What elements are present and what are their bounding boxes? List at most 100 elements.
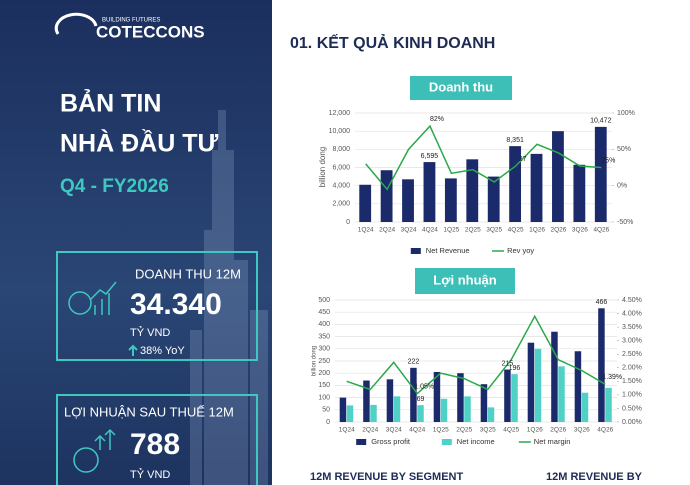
- y-tick-label: 350: [318, 333, 330, 340]
- skyline: [190, 110, 268, 485]
- axis-label: billion dong: [318, 147, 327, 187]
- y-tick-label: 0: [346, 219, 350, 226]
- bar: [527, 342, 535, 422]
- bar: [487, 407, 495, 422]
- chart-title-pill: [410, 76, 512, 100]
- logo: COTECCONS: [96, 22, 205, 41]
- period: Q4 - FY2026: [60, 176, 169, 197]
- x-tick-label: 1Q24: [339, 427, 355, 434]
- data-label: 10,472: [590, 118, 612, 125]
- up-arrow: [128, 344, 138, 356]
- kpi-label: LỢI NHUẬN SAU THUẾ 12M: [64, 404, 234, 419]
- x-tick-label: 2Q25: [465, 227, 481, 234]
- bar: [423, 162, 436, 222]
- x-tick-label: 2Q26: [551, 227, 567, 234]
- x-tick-label: 1Q26: [527, 427, 543, 434]
- kpi-label: DOANH THU 12M: [135, 266, 241, 281]
- data-label: 222: [408, 359, 420, 366]
- chart-title-pill: [415, 268, 515, 294]
- x-tick-label: 1Q26: [529, 227, 545, 234]
- data-label: 215: [502, 360, 514, 367]
- y2-tick-label: 2.50%: [622, 351, 642, 358]
- y-tick-label: 300: [318, 346, 330, 353]
- legend-label: Net Revenue: [426, 246, 470, 255]
- bar: [433, 371, 441, 422]
- y-tick-label: 400: [318, 321, 330, 328]
- title-line: NHÀ ĐẦU TƯ: [60, 129, 218, 158]
- bar: [346, 405, 354, 422]
- x-tick-label: 3Q25: [480, 427, 496, 434]
- x-tick-label: 2Q25: [456, 427, 472, 434]
- data-label: 25%: [601, 157, 615, 164]
- data-label: 1.39%: [602, 374, 622, 381]
- y2-tick-label: 50%: [617, 146, 631, 153]
- bar: [410, 367, 417, 422]
- data-label: 27: [519, 156, 527, 163]
- bar: [466, 159, 479, 222]
- legend-label: Net margin: [534, 437, 571, 446]
- x-tick-label: 4Q24: [422, 227, 438, 234]
- kpi-value: 34.340: [130, 288, 222, 321]
- y-tick-label: 150: [318, 382, 330, 389]
- y2-tick-label: -50%: [617, 219, 633, 226]
- x-tick-label: 2Q24: [362, 427, 378, 434]
- y2-tick-label: 3.00%: [622, 338, 642, 345]
- legend-label: Gross profit: [371, 437, 411, 446]
- y2-tick-label: 2.00%: [622, 365, 642, 372]
- bar: [464, 396, 471, 422]
- data-label: 1.05%: [414, 383, 434, 390]
- legend-label: Rev yoy: [507, 246, 534, 255]
- y2-tick-label: 0.00%: [622, 419, 642, 426]
- y-tick-label: 4,000: [332, 183, 350, 190]
- line-series: [346, 314, 606, 395]
- y2-tick-label: 0.50%: [622, 405, 642, 412]
- x-tick-label: 2Q26: [550, 427, 566, 434]
- y2-tick-label: 0%: [617, 183, 627, 190]
- y-tick-label: 250: [318, 358, 330, 365]
- y-tick-label: 12,000: [329, 110, 351, 117]
- bar: [457, 373, 464, 422]
- bar: [574, 351, 582, 422]
- bar: [551, 331, 558, 422]
- bar: [417, 405, 424, 422]
- legend-swatch: [410, 248, 421, 254]
- bar: [363, 380, 370, 422]
- data-label: 8,351: [506, 137, 524, 144]
- kpi-unit: TỶ VND: [130, 326, 170, 339]
- y2-tick-label: 100%: [617, 110, 635, 117]
- bar: [386, 379, 394, 422]
- x-tick-label: 3Q26: [572, 227, 588, 234]
- bar: [480, 384, 488, 422]
- x-tick-label: 1Q25: [433, 427, 449, 434]
- x-tick-label: 4Q25: [508, 227, 524, 234]
- bar: [370, 404, 377, 422]
- bar: [558, 366, 565, 422]
- bar: [487, 176, 500, 222]
- data-label: 82%: [430, 116, 444, 123]
- y-tick-label: 450: [318, 309, 330, 316]
- y-tick-label: 200: [318, 370, 330, 377]
- bar: [402, 179, 414, 222]
- y2-tick-label: 4.50%: [622, 297, 642, 304]
- section-title: 01. KẾT QUẢ KINH DOANH: [290, 33, 495, 52]
- line-series: [365, 124, 602, 191]
- x-tick-label: 3Q24: [386, 427, 402, 434]
- y-tick-label: 2,000: [332, 201, 350, 208]
- bar: [504, 369, 511, 422]
- data-label: 69: [417, 396, 425, 403]
- kpi-icon: [73, 428, 116, 473]
- bar: [573, 164, 586, 222]
- kpi-growth: 38% YoY: [140, 345, 185, 357]
- bar: [581, 392, 589, 422]
- bar: [380, 170, 393, 222]
- legend-swatch: [356, 439, 367, 445]
- x-tick-label: 4Q26: [597, 427, 613, 434]
- x-tick-label: 1Q25: [443, 227, 459, 234]
- y2-tick-label: 1.00%: [622, 392, 642, 399]
- bar: [534, 348, 542, 422]
- legend-swatch: [441, 439, 452, 445]
- y2-tick-label: 4.00%: [622, 310, 642, 317]
- y-tick-label: 8,000: [332, 146, 350, 153]
- kpi-value: 788: [130, 428, 180, 461]
